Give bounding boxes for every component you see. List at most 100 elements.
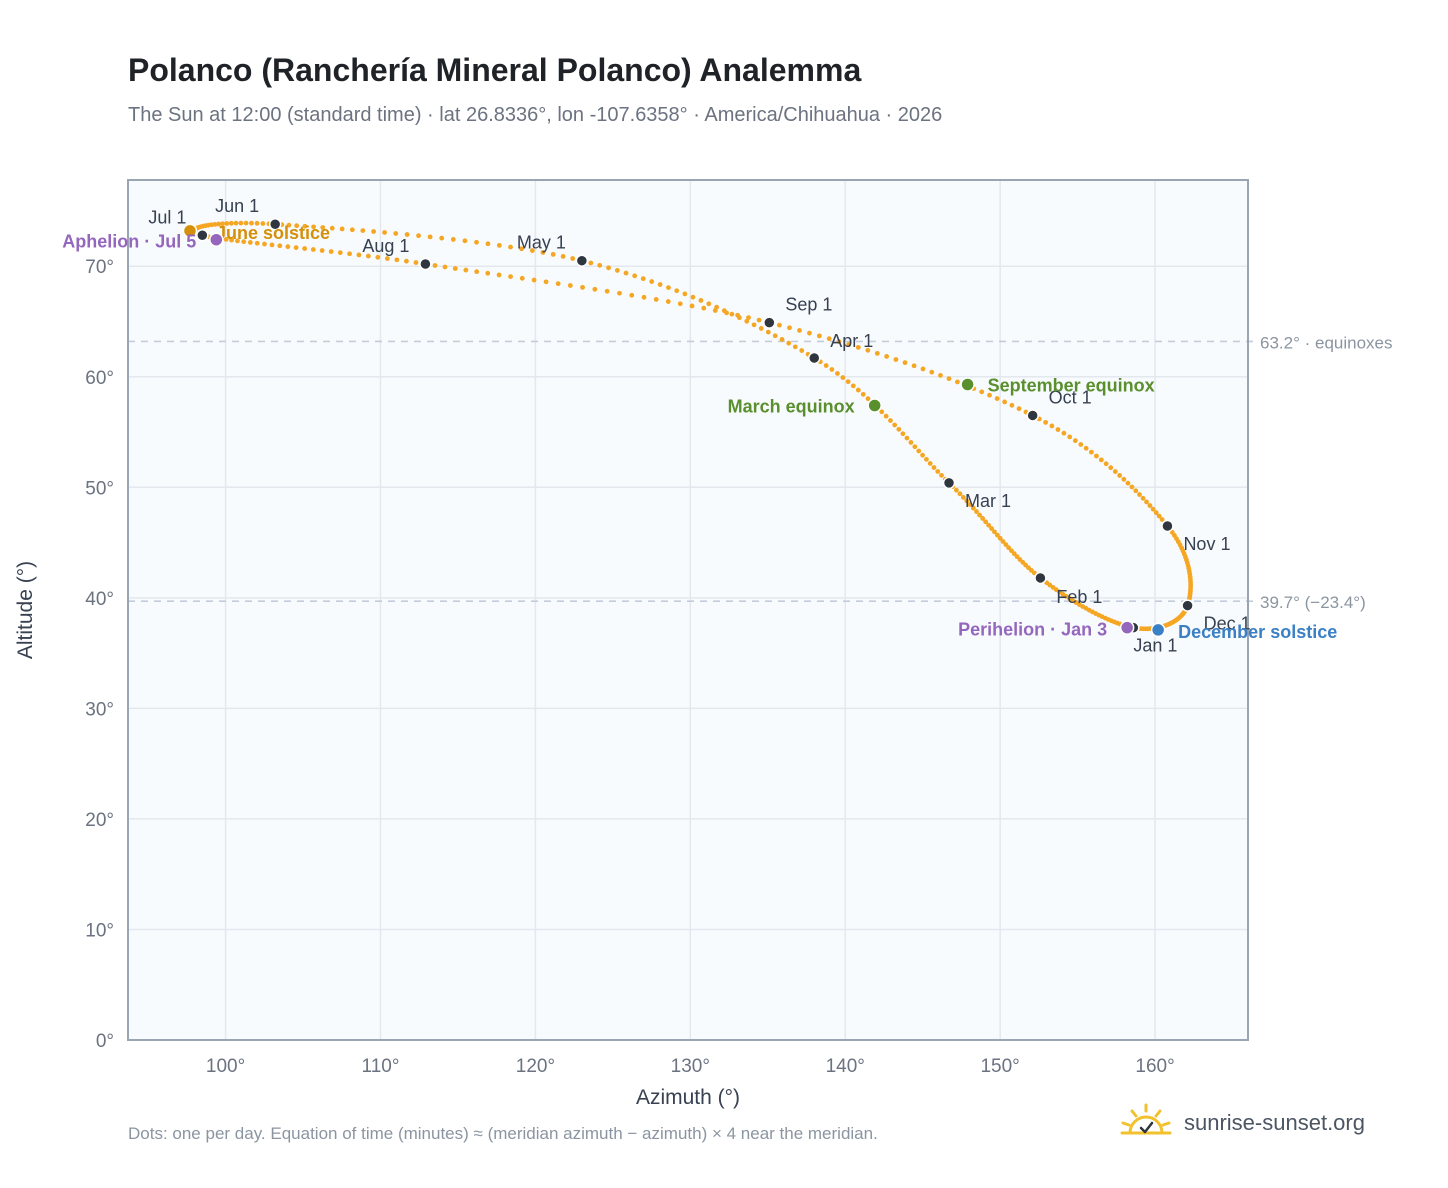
daily-dot <box>427 234 433 240</box>
daily-dot <box>540 250 546 255</box>
daily-dot <box>823 363 829 368</box>
daily-dot <box>994 396 1000 401</box>
daily-dot <box>653 297 659 302</box>
daily-dot <box>416 233 421 239</box>
reference-line-label: 39.7° (−23.4°) <box>1260 593 1366 612</box>
daily-dot <box>224 221 230 226</box>
daily-dot <box>233 220 239 226</box>
daily-dot <box>238 220 244 226</box>
daily-dot <box>640 276 646 282</box>
daily-dot <box>724 310 729 316</box>
daily-dot <box>751 322 757 328</box>
x-tick-label: 110° <box>362 1056 400 1077</box>
daily-dot <box>567 283 573 288</box>
daily-dot <box>927 461 933 466</box>
daily-dot <box>974 509 979 514</box>
daily-dot <box>452 266 458 271</box>
daily-dot <box>746 315 751 321</box>
daily-dot <box>393 231 399 236</box>
daily-dot <box>997 535 1003 541</box>
daily-dot <box>1049 423 1055 429</box>
daily-dot <box>277 243 283 249</box>
event-label: March equinox <box>728 397 855 417</box>
x-tick-label: 160° <box>1135 1056 1174 1077</box>
month-marker <box>808 351 821 365</box>
month-marker <box>1181 599 1194 612</box>
month-marker <box>196 229 209 242</box>
month-marker <box>1026 409 1039 422</box>
daily-dot <box>1144 499 1149 505</box>
daily-dot <box>1112 469 1118 474</box>
daily-dot <box>994 532 1000 538</box>
x-axis-label: Azimuth (°) <box>636 1086 740 1109</box>
daily-dot <box>987 392 992 398</box>
daily-dot <box>1137 492 1142 497</box>
daily-dot <box>450 237 456 242</box>
daily-dot <box>550 251 556 257</box>
brand[interactable]: sunrise-sunset.org <box>1120 1100 1365 1146</box>
daily-dot <box>698 298 704 303</box>
daily-dot <box>580 284 585 290</box>
footnote: Dots: one per day. Equation of time (min… <box>128 1124 878 1143</box>
daily-dot <box>1003 542 1009 548</box>
daily-dot <box>382 230 387 235</box>
month-label: Apr 1 <box>830 331 873 351</box>
daily-dot <box>597 262 603 268</box>
daily-dot <box>508 244 513 250</box>
daily-dot <box>896 426 902 432</box>
daily-dot <box>617 290 622 296</box>
y-axis-label: Altitude (°) <box>14 561 37 659</box>
daily-dot <box>310 247 316 252</box>
daily-dot <box>223 237 229 242</box>
daily-dot <box>920 366 926 372</box>
daily-dot <box>1016 406 1022 412</box>
daily-dot <box>792 344 798 350</box>
daily-dot <box>496 272 502 278</box>
daily-dot <box>432 263 438 268</box>
daily-dot <box>657 282 663 287</box>
daily-dot <box>529 248 535 253</box>
daily-dot <box>294 223 300 229</box>
daily-dot <box>319 248 325 253</box>
daily-dot <box>953 487 959 493</box>
daily-dot <box>986 522 992 528</box>
daily-dot <box>337 250 343 256</box>
daily-dot <box>677 301 683 307</box>
daily-dot <box>744 318 750 324</box>
daily-dot <box>1009 548 1014 554</box>
daily-dot <box>904 435 910 441</box>
daily-dot <box>474 239 479 245</box>
daily-dot <box>356 252 362 258</box>
daily-dot <box>229 237 234 243</box>
daily-dot <box>1043 419 1049 425</box>
daily-dot <box>884 354 890 359</box>
daily-dot <box>816 333 822 339</box>
daily-dot <box>485 270 491 276</box>
daily-dot <box>302 223 308 229</box>
daily-dot <box>855 387 861 393</box>
reference-line-label: 63.2° · equinoxes <box>1260 333 1393 352</box>
x-tick-label: 150° <box>980 1056 1019 1077</box>
daily-dot <box>911 363 917 369</box>
daily-dot <box>706 301 712 307</box>
daily-dot <box>302 246 308 251</box>
event-marker <box>182 223 198 239</box>
daily-dot <box>946 376 952 382</box>
y-tick-label: 50° <box>85 478 114 499</box>
daily-dot <box>1129 484 1135 490</box>
chart-title: Polanco (Ranchería Mineral Polanco) Anal… <box>128 52 862 88</box>
daily-dot <box>1072 438 1078 444</box>
month-marker <box>419 257 432 271</box>
daily-dot <box>560 253 566 259</box>
daily-dot <box>508 274 513 279</box>
daily-dot <box>779 337 785 342</box>
chart-subtitle: The Sun at 12:00 (standard time) · lat 2… <box>128 104 943 126</box>
daily-dot <box>787 325 792 331</box>
month-label: May 1 <box>517 233 566 253</box>
month-label: Jan 1 <box>1133 636 1177 656</box>
daily-dot <box>592 286 598 292</box>
daily-dot <box>916 448 922 454</box>
event-label: September equinox <box>988 375 1155 395</box>
event-label: December solstice <box>1178 622 1337 642</box>
daily-dot <box>293 245 299 250</box>
